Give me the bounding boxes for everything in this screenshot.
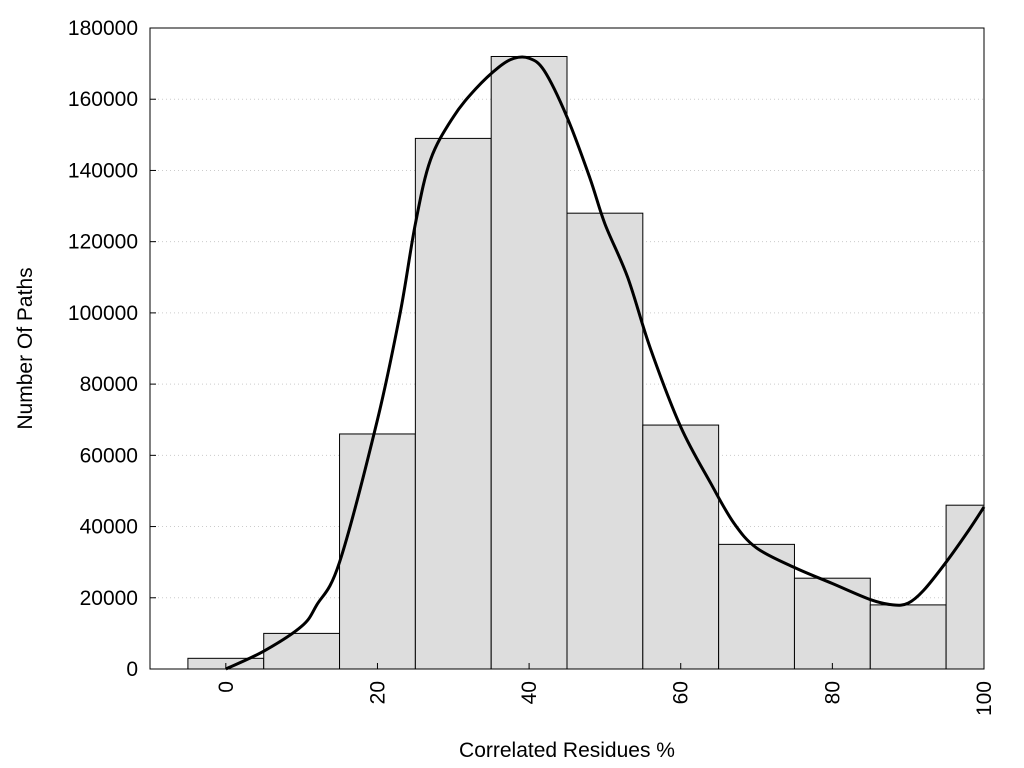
x-tick-label: 40 — [518, 681, 541, 704]
histogram-bar — [566, 212, 644, 670]
histogram-bar — [718, 543, 795, 670]
histogram-bar — [793, 577, 871, 670]
x-tick-label: 60 — [670, 681, 693, 704]
density-curve-layer — [225, 55, 986, 671]
y-tick-label: 180000 — [68, 17, 138, 40]
y-tick-label: 0 — [126, 658, 138, 681]
histogram-bar — [642, 424, 720, 670]
y-tick-label: 140000 — [68, 159, 138, 182]
x-tick-label: 0 — [215, 681, 238, 693]
y-tick-label: 20000 — [80, 587, 138, 610]
y-axis-ticks: 0 20000 40000 60000 80000 100000 120000 140000 1… — [68, 17, 156, 681]
plot-frame — [149, 27, 985, 670]
histogram-bar — [263, 632, 341, 670]
histogram-bar — [945, 504, 985, 670]
y-tick-label: 120000 — [68, 231, 138, 254]
histogram-bar — [490, 55, 568, 670]
y-axis-title: Number Of Paths — [14, 267, 37, 429]
x-axis-title: Correlated Residues % — [459, 739, 675, 762]
density-curve — [225, 55, 986, 671]
x-axis-ticks: 0 20 40 60 80 100 — [215, 663, 996, 716]
x-tick-label: 20 — [366, 681, 389, 704]
histogram-bar — [414, 137, 492, 670]
histogram-bar — [339, 433, 416, 670]
y-tick-label: 160000 — [68, 88, 138, 111]
y-tick-label: 100000 — [68, 302, 138, 325]
x-tick-label: 100 — [973, 681, 996, 716]
histogram-bar — [869, 604, 947, 670]
x-tick-label: 80 — [821, 681, 844, 704]
histogram-bars — [187, 55, 985, 670]
y-tick-label: 40000 — [80, 516, 138, 539]
y-tick-label: 80000 — [80, 373, 138, 396]
y-tick-label: 60000 — [80, 444, 138, 467]
